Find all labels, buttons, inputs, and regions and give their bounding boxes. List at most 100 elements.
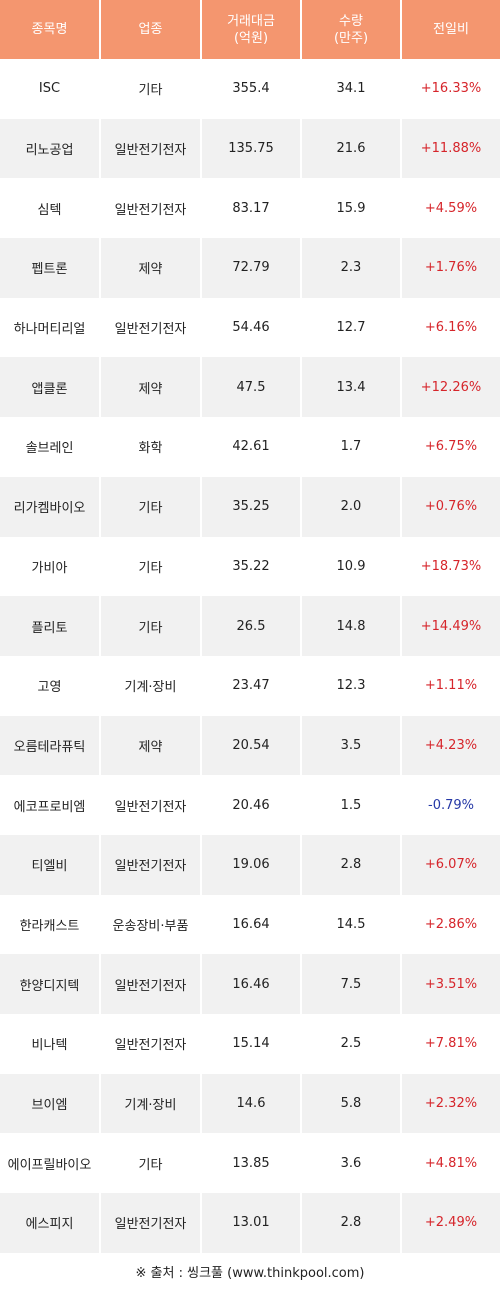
stock-name: 고영 — [0, 655, 99, 716]
header-amount: 거래대금 (억원) — [202, 0, 300, 59]
stock-volume: 10.9 — [302, 536, 400, 597]
stock-amount: 35.22 — [202, 536, 300, 597]
stock-name: 오름테라퓨틱 — [0, 715, 99, 776]
stock-name: 한라캐스트 — [0, 894, 99, 955]
stock-change: +3.51% — [402, 954, 500, 1014]
stock-sector: 기계·장비 — [101, 655, 200, 716]
stock-volume: 1.5 — [302, 775, 400, 835]
stock-amount: 42.61 — [202, 417, 300, 477]
stock-name: 펩트론 — [0, 238, 99, 298]
stock-name: 플리토 — [0, 596, 99, 656]
stock-amount: 47.5 — [202, 357, 300, 418]
table-row: 브이엠 기계·장비 14.6 5.8 +2.32% — [0, 1073, 500, 1134]
table-row: 리가켐바이오 기타 35.25 2.0 +0.76% — [0, 476, 500, 537]
stock-name: 한양디지텍 — [0, 954, 99, 1014]
table-row: 에스피지 일반전기전자 13.01 2.8 +2.49% — [0, 1193, 500, 1253]
stock-name: 리노공업 — [0, 118, 99, 179]
stock-sector: 일반전기전자 — [101, 178, 200, 239]
stock-sector: 기타 — [101, 1133, 200, 1194]
stock-name: 심텍 — [0, 178, 99, 239]
stock-name: 하나머티리얼 — [0, 297, 99, 358]
stock-volume: 7.5 — [302, 954, 400, 1014]
stock-table: 종목명 업종 거래대금 (억원) 수량 (만주) 전일비 ISC 기타 355.4 3… — [0, 0, 500, 1253]
stock-name: 에이프릴바이오 — [0, 1133, 99, 1194]
stock-sector: 기타 — [101, 596, 200, 656]
table-row: 펩트론 제약 72.79 2.3 +1.76% — [0, 238, 500, 298]
table-row: 티엘비 일반전기전자 19.06 2.8 +6.07% — [0, 834, 500, 895]
stock-change: -0.79% — [402, 775, 500, 835]
table-row: 고영 기계·장비 23.47 12.3 +1.11% — [0, 655, 500, 716]
stock-sector: 기타 — [101, 476, 200, 537]
stock-volume: 13.4 — [302, 357, 400, 418]
stock-volume: 2.8 — [302, 1193, 400, 1253]
stock-change: +14.49% — [402, 596, 500, 656]
stock-amount: 14.6 — [202, 1073, 300, 1134]
stock-volume: 5.8 — [302, 1073, 400, 1134]
table-row: 비나텍 일반전기전자 15.14 2.5 +7.81% — [0, 1014, 500, 1074]
stock-volume: 15.9 — [302, 178, 400, 239]
stock-volume: 3.5 — [302, 715, 400, 776]
stock-sector: 기타 — [101, 536, 200, 597]
stock-change: +4.59% — [402, 178, 500, 239]
stock-change: +4.23% — [402, 715, 500, 776]
stock-amount: 16.64 — [202, 894, 300, 955]
stock-change: +2.49% — [402, 1193, 500, 1253]
stock-volume: 14.8 — [302, 596, 400, 656]
header-change: 전일비 — [402, 0, 500, 59]
header-sector: 업종 — [101, 0, 200, 59]
stock-volume: 2.5 — [302, 1014, 400, 1074]
stock-volume: 12.7 — [302, 297, 400, 358]
stock-name: 비나텍 — [0, 1014, 99, 1074]
stock-sector: 기계·장비 — [101, 1073, 200, 1134]
stock-amount: 13.01 — [202, 1193, 300, 1253]
stock-name: 솔브레인 — [0, 417, 99, 477]
stock-change: +4.81% — [402, 1133, 500, 1194]
table-row: 한라캐스트 운송장비·부품 16.64 14.5 +2.86% — [0, 894, 500, 955]
header-name: 종목명 — [0, 0, 99, 59]
stock-amount: 72.79 — [202, 238, 300, 298]
stock-amount: 15.14 — [202, 1014, 300, 1074]
source-note: ※ 출처 : 씽크풀 (www.thinkpool.com) — [135, 1265, 365, 1281]
stock-change: +7.81% — [402, 1014, 500, 1074]
stock-amount: 83.17 — [202, 178, 300, 239]
stock-name: 리가켐바이오 — [0, 476, 99, 537]
table-row: 앱클론 제약 47.5 13.4 +12.26% — [0, 357, 500, 418]
stock-sector: 제약 — [101, 357, 200, 418]
table-row: 오름테라퓨틱 제약 20.54 3.5 +4.23% — [0, 715, 500, 776]
stock-amount: 19.06 — [202, 834, 300, 895]
stock-amount: 13.85 — [202, 1133, 300, 1194]
table-row: 리노공업 일반전기전자 135.75 21.6 +11.88% — [0, 118, 500, 179]
stock-volume: 1.7 — [302, 417, 400, 477]
stock-sector: 제약 — [101, 715, 200, 776]
stock-change: +1.76% — [402, 238, 500, 298]
table-row: 플리토 기타 26.5 14.8 +14.49% — [0, 596, 500, 656]
stock-amount: 35.25 — [202, 476, 300, 537]
stock-change: +6.75% — [402, 417, 500, 477]
stock-volume: 3.6 — [302, 1133, 400, 1194]
table-row: 에코프로비엠 일반전기전자 20.46 1.5 -0.79% — [0, 775, 500, 835]
stock-change: +2.86% — [402, 894, 500, 955]
stock-amount: 355.4 — [202, 59, 300, 119]
stock-sector: 일반전기전자 — [101, 834, 200, 895]
table-row: ISC 기타 355.4 34.1 +16.33% — [0, 59, 500, 119]
stock-sector: 일반전기전자 — [101, 954, 200, 1014]
stock-amount: 26.5 — [202, 596, 300, 656]
table-row: 가비아 기타 35.22 10.9 +18.73% — [0, 536, 500, 597]
stock-volume: 21.6 — [302, 118, 400, 179]
stock-change: +12.26% — [402, 357, 500, 418]
stock-sector: 기타 — [101, 59, 200, 119]
stock-volume: 12.3 — [302, 655, 400, 716]
stock-name: 브이엠 — [0, 1073, 99, 1134]
stock-amount: 23.47 — [202, 655, 300, 716]
stock-amount: 20.54 — [202, 715, 300, 776]
stock-amount: 16.46 — [202, 954, 300, 1014]
table-body: ISC 기타 355.4 34.1 +16.33% 리노공업 일반전기전자 135.75 21.… — [0, 59, 500, 1253]
stock-volume: 34.1 — [302, 59, 400, 119]
stock-name: 에스피지 — [0, 1193, 99, 1253]
table-row: 한양디지텍 일반전기전자 16.46 7.5 +3.51% — [0, 954, 500, 1014]
stock-sector: 제약 — [101, 238, 200, 298]
stock-name: 가비아 — [0, 536, 99, 597]
stock-sector: 일반전기전자 — [101, 1014, 200, 1074]
stock-change: +2.32% — [402, 1073, 500, 1134]
stock-amount: 54.46 — [202, 297, 300, 358]
